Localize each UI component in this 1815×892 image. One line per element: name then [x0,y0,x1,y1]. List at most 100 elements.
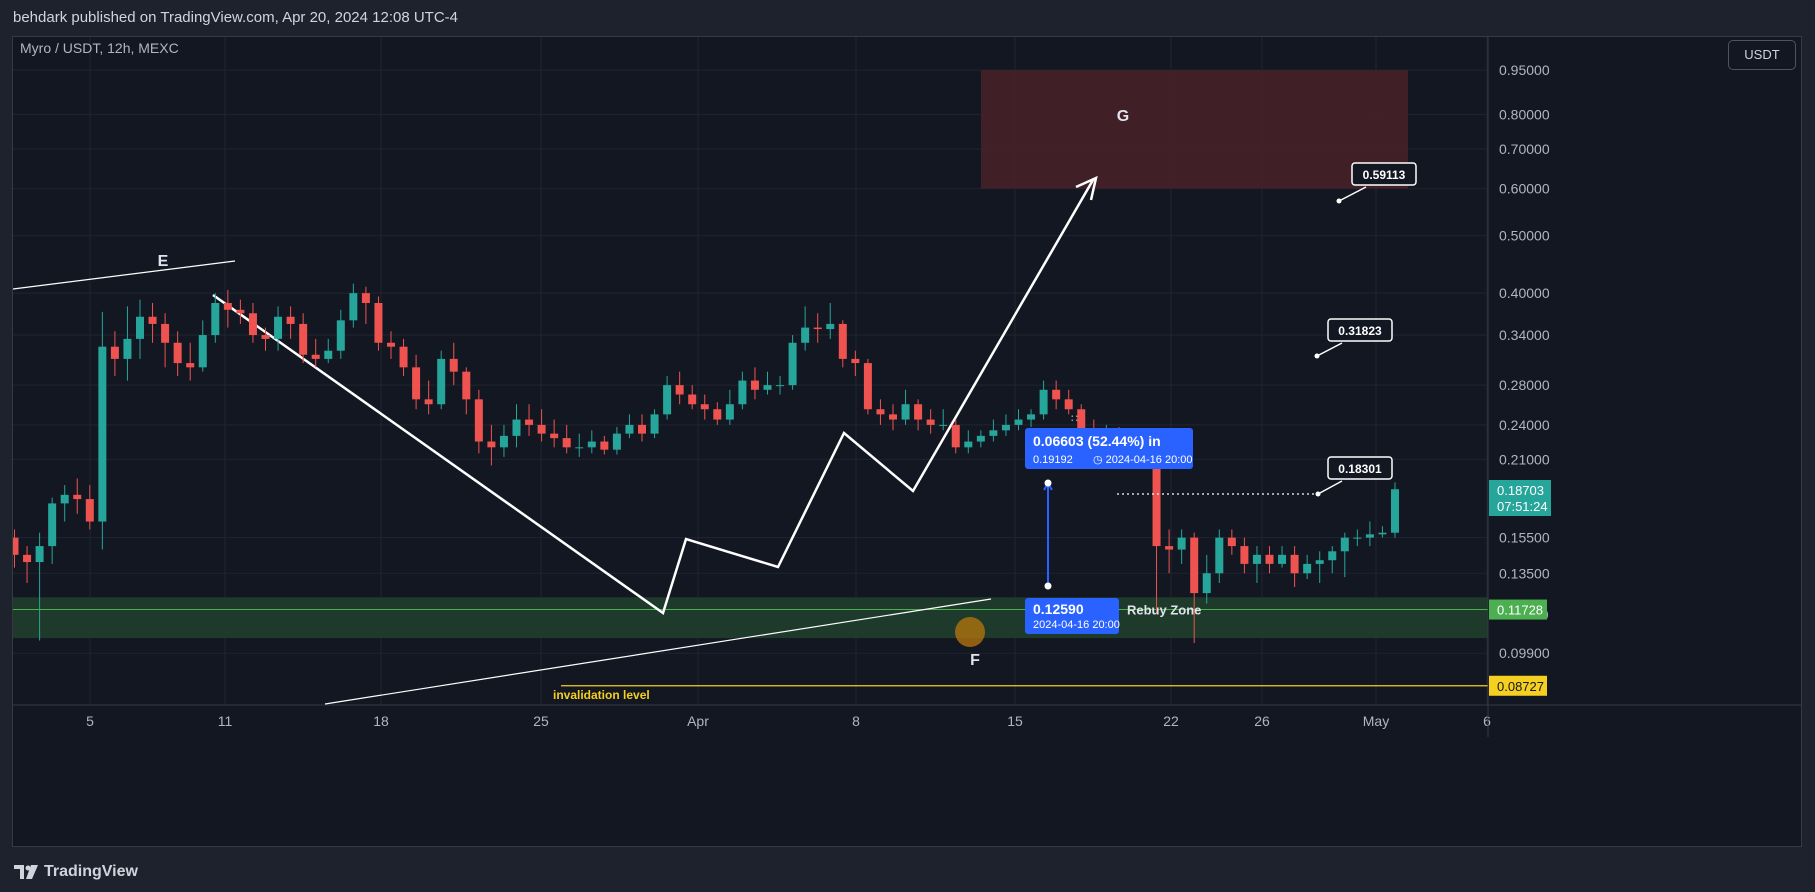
candle-body [625,424,634,434]
candle-body [324,350,333,359]
price-tick-label: 0.15500 [1499,530,1550,546]
measure-start-price: 0.12590 [1033,601,1084,617]
candle-body [713,409,722,420]
candle-body [1227,537,1236,547]
candle-body [550,433,559,439]
candle-body [889,414,897,420]
candle-body [750,380,759,390]
candle-body [964,441,973,448]
target-callout-0-18301-box [1327,456,1393,480]
price-tick-label: 0.40000 [1499,285,1550,301]
candle-body [989,430,998,436]
candle-body [939,424,948,426]
footer: TradingView [14,860,138,884]
candle-body [562,438,571,448]
target-callout-0-18301: 0.18301 [1338,462,1382,476]
candle-body [1240,546,1249,564]
candle-body [537,424,546,434]
candle-body [211,303,220,336]
candle-body [374,303,383,343]
candle-body [35,546,44,563]
candle-body [248,313,257,336]
candle-body [650,414,659,434]
wave-label-f: F [970,652,980,669]
candle-body [612,433,621,450]
target-callout-0-18301-pointer [1317,480,1343,495]
candle-body [663,385,672,415]
trendline-lower [324,598,992,705]
candle-body [1215,537,1224,574]
candle-body [13,537,19,555]
price-tick-label: 0.60000 [1499,181,1550,197]
candle-body [136,316,144,339]
invalidation-price-box [1489,675,1547,696]
candle-body [788,342,797,386]
candle-body [60,494,69,504]
rebuy-price-box [1489,599,1547,620]
rebuy-zone [13,597,1488,639]
current-price-box [1489,480,1551,516]
time-tick-label: 6 [1483,713,1491,729]
measure-end-time: ◷ 2024-04-16 20:00 [1093,454,1193,466]
price-tick-label: 0.21000 [1499,451,1550,467]
candle-body [1152,456,1161,547]
candle-body [123,338,132,359]
candle-body [1190,537,1199,594]
currency-button[interactable]: USDT [1728,40,1796,70]
target-callout-0-59113-pointer [1338,186,1367,202]
candle-body [236,309,245,314]
candle-body [1340,537,1349,552]
target-callout-0-31823: 0.31823 [1338,324,1382,338]
candle-body [700,404,709,410]
candle-body [261,335,270,339]
candle-body [1252,554,1261,564]
candle-body [437,358,446,405]
candle-body [1077,409,1086,431]
candle-body [675,385,684,395]
axes: 0.95000 0.80000 0.70000 0.60000 0.50000 0.400… [13,37,1801,737]
candle-body [1202,573,1211,594]
measure-end-dot [1044,479,1052,487]
candle-body [738,380,747,405]
target-callout-0-59113-box [1351,162,1417,186]
target-callout-0-59113-dot [1336,198,1342,204]
time-tick-label: May [1363,713,1389,729]
candle-body [688,394,697,405]
candle-body [85,499,94,522]
rebuy-zone-label: Rebuy Zone [1127,603,1201,618]
candle-body [73,494,82,500]
candle-body [110,346,119,359]
candle-body [600,441,609,450]
candle-body [813,327,822,330]
candle-body [462,371,471,400]
candle-body [336,320,345,351]
time-tick-label: 15 [1007,713,1023,729]
candle-body [286,316,295,324]
candle-body [349,293,358,321]
candle-body [914,404,923,420]
measure-end-price: 0.19192 [1033,454,1073,466]
candle-body [1378,532,1387,535]
candle-body [575,447,584,449]
candle-body [1278,554,1287,564]
candle-body [412,367,421,400]
price-tick-label: 0.50000 [1499,228,1550,244]
candle-body [198,335,207,368]
candle-body [1315,560,1324,564]
candle-body [776,385,785,387]
invalidation-label: invalidation level [553,688,650,702]
candle-body [1303,563,1312,574]
candle-body [1014,419,1023,425]
candle-body [1001,424,1010,431]
measure-handle-icon: ∷ [1071,413,1078,425]
price-tick-label: 0.28000 [1499,377,1550,393]
chart-title: Myro / USDT, 12h, MEXC [20,40,179,56]
candle-body [1290,554,1299,574]
price-tick-label: 0.24000 [1499,417,1550,433]
candle-body [851,358,860,364]
price-tick-label: 0.95000 [1499,62,1550,78]
candle-body [512,419,521,436]
price-tick-label: 0.34000 [1499,327,1550,343]
